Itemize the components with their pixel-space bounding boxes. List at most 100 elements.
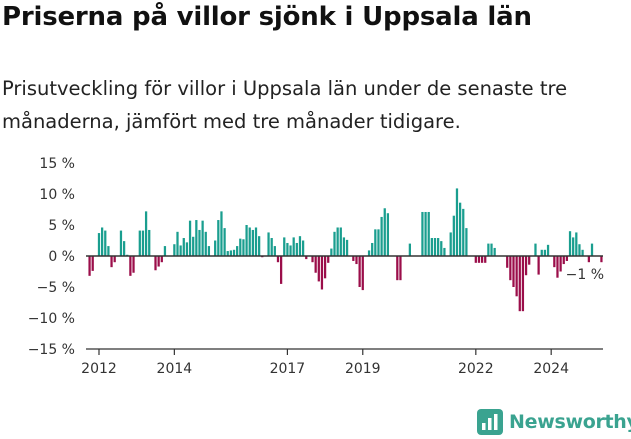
bar [258, 236, 261, 256]
latest-value-label: −1 % [566, 267, 604, 283]
bar [314, 256, 317, 273]
bar [336, 227, 339, 256]
bar [217, 220, 220, 256]
bar [490, 243, 493, 256]
bar [160, 256, 163, 263]
bar [97, 233, 101, 256]
bar [427, 211, 430, 256]
bar [204, 231, 207, 256]
bar [279, 256, 283, 284]
bar [214, 240, 217, 256]
x-tick-label: 2017 [270, 361, 306, 377]
bar [509, 256, 512, 281]
bar [207, 246, 211, 256]
bar [484, 256, 487, 263]
bar [327, 256, 330, 263]
bar [182, 238, 185, 256]
bar [195, 220, 198, 256]
bar [581, 249, 584, 256]
bar [320, 256, 324, 290]
bar [575, 232, 578, 256]
y-tick-label: −15 % [28, 342, 75, 358]
bar [289, 245, 292, 256]
bar [524, 256, 528, 276]
x-axis: 2012 2014 2017 2019 2022 2024 [81, 348, 603, 377]
bar [223, 228, 226, 256]
bar [251, 229, 254, 256]
bar [377, 229, 380, 256]
bar [232, 249, 236, 256]
bar [537, 256, 540, 275]
bar [380, 216, 383, 256]
y-axis: 15 % 10 % 5 % 0 % −5 % −10 % −15 % [28, 156, 75, 358]
bar [267, 232, 270, 256]
bar [590, 243, 594, 256]
bar [113, 256, 116, 263]
bar [333, 231, 336, 256]
bar [323, 256, 327, 279]
x-tick-label: 2024 [533, 361, 569, 377]
x-tick-label: 2022 [458, 361, 494, 377]
bar [440, 241, 443, 256]
bar [386, 213, 390, 256]
bar [132, 256, 135, 273]
bar [383, 208, 386, 256]
bar [449, 232, 452, 256]
bar [462, 208, 465, 256]
bar [361, 256, 364, 291]
bar [236, 246, 239, 256]
y-tick-label: 5 % [48, 218, 75, 234]
bar [201, 220, 204, 256]
bar [301, 240, 305, 256]
bar [342, 237, 346, 256]
bar [568, 231, 572, 256]
bar [430, 238, 433, 256]
bar [101, 227, 104, 256]
bar [562, 256, 565, 265]
newsworthy-wordmark: Newsworthy [509, 411, 631, 433]
bar [245, 225, 248, 256]
bar [399, 256, 402, 281]
bar [154, 256, 157, 271]
bar [339, 227, 342, 256]
bar [88, 256, 91, 276]
bar [546, 244, 550, 256]
bar [119, 230, 123, 256]
bar [163, 246, 167, 256]
bar [534, 243, 537, 256]
bar [465, 228, 468, 256]
bar [455, 188, 459, 256]
bar [556, 256, 559, 278]
bar [298, 236, 302, 256]
bar [540, 249, 543, 256]
bar [185, 242, 189, 256]
bar [330, 248, 333, 256]
bar [122, 241, 126, 256]
bar [512, 256, 515, 287]
bar [559, 256, 562, 272]
bar [283, 237, 286, 256]
bar [226, 251, 229, 256]
bar [474, 256, 477, 263]
bar [518, 256, 521, 312]
bar [515, 256, 518, 297]
bar [367, 250, 371, 256]
bar [157, 256, 160, 267]
bar [138, 230, 141, 256]
bar [421, 211, 424, 256]
bar [458, 202, 462, 256]
bar [305, 256, 308, 260]
bar [437, 238, 440, 256]
bar [443, 247, 446, 256]
bar [198, 229, 201, 256]
y-tick-label: 15 % [39, 156, 75, 172]
bar [371, 242, 374, 256]
chart-subtitle: Prisutveckling för villor i Uppsala län … [2, 77, 568, 133]
newsworthy-logo-icon [477, 409, 503, 435]
bar [355, 256, 358, 265]
bar [91, 256, 94, 271]
bar [270, 238, 273, 256]
bar [452, 215, 455, 256]
bar [572, 237, 575, 256]
